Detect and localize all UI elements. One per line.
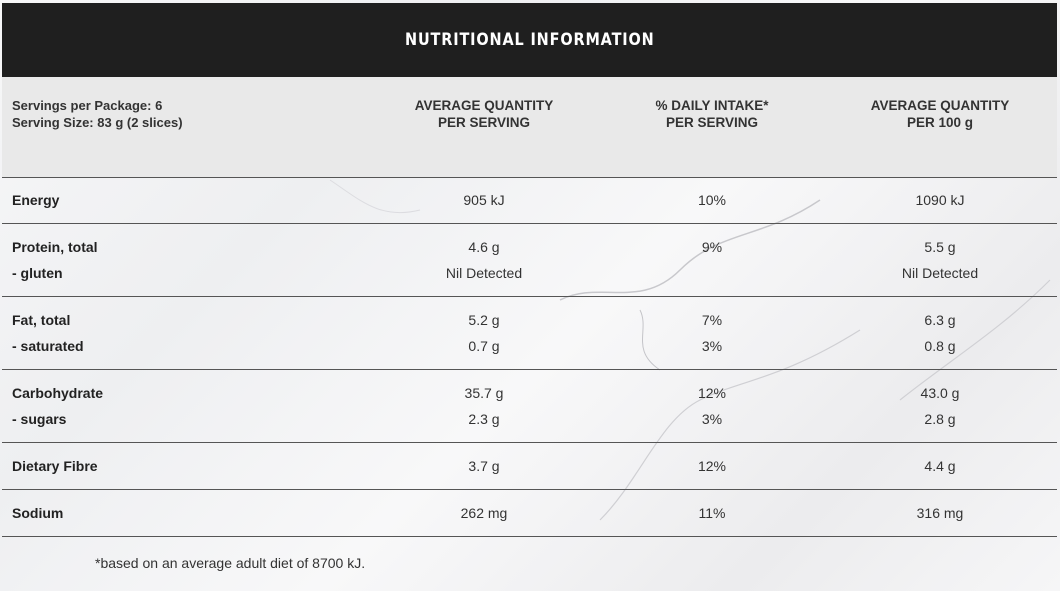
value-daily-intake: 3%	[701, 411, 723, 427]
column-header-band: Servings per Package: 6 Serving Size: 83…	[2, 77, 1057, 178]
nutrient-label: Dietary Fibre	[12, 458, 98, 474]
nutrient-label: Fat, total	[12, 312, 71, 328]
value-daily-intake: 11%	[698, 505, 726, 521]
value-per-100g: 6.3 g	[924, 312, 956, 328]
table-row: Protein, total 4.6 g 9% 5.5 g - gluten Nil De…	[2, 224, 1057, 297]
table-title: NUTRITIONAL INFORMATION	[404, 30, 655, 50]
value-per-serving: 5.2 g	[468, 312, 500, 328]
nutrient-line: Fat, total 5.2 g 7% 6.3 g	[2, 312, 1057, 338]
value-per-100g: Nil Detected	[901, 265, 979, 281]
column-header-line: % DAILY INTAKE*	[655, 98, 769, 113]
value-daily-intake: 7%	[701, 312, 723, 328]
nutrient-label: Carbohydrate	[12, 385, 104, 401]
table-row: Carbohydrate 35.7 g 12% 43.0 g - sugars 2.3 g…	[2, 370, 1057, 443]
value-per-100g: 1090 kJ	[915, 192, 965, 208]
value-daily-intake: 9%	[701, 239, 723, 255]
column-header-daily-intake: % DAILY INTAKE* PER SERVING	[602, 97, 822, 131]
nutrient-line: Dietary Fibre 3.7 g 12% 4.4 g	[2, 458, 1057, 484]
value-per-serving: Nil Detected	[445, 265, 523, 281]
table-row: Fat, total 5.2 g 7% 6.3 g - saturated 0.7 g 3%…	[2, 297, 1057, 370]
value-per-serving: 905 kJ	[463, 192, 505, 208]
column-header-line: PER SERVING	[437, 115, 531, 130]
value-per-serving: 35.7 g	[464, 385, 504, 401]
value-daily-intake: 12%	[697, 458, 727, 474]
column-header-line: PER 100 g	[906, 115, 974, 130]
nutrient-line: - gluten Nil Detected Nil Detected	[2, 265, 1057, 291]
column-header-avg-serving: AVERAGE QUANTITY PER SERVING	[374, 97, 594, 131]
value-per-serving: 4.6 g	[468, 239, 500, 255]
footnote: *based on an average adult diet of 8700 …	[95, 555, 366, 571]
value-per-serving: 2.3 g	[468, 411, 500, 427]
value-per-100g: 316 mg	[916, 505, 964, 521]
nutrient-label: Protein, total	[12, 239, 98, 255]
servings-per-package: Servings per Package: 6	[12, 98, 163, 113]
nutrient-label: - saturated	[12, 338, 84, 354]
serving-info: Servings per Package: 6 Serving Size: 83…	[12, 97, 183, 131]
value-per-serving: 262 mg	[460, 505, 508, 521]
nutrient-line: - saturated 0.7 g 3% 0.8 g	[2, 338, 1057, 364]
table-row: Energy 905 kJ 10% 1090 kJ	[2, 177, 1057, 224]
nutrient-label: Sodium	[12, 505, 64, 521]
value-per-100g: 5.5 g	[924, 239, 956, 255]
value-per-100g: 43.0 g	[920, 385, 960, 401]
column-header-avg-100g: AVERAGE QUANTITY PER 100 g	[830, 97, 1050, 131]
column-header-line: PER SERVING	[665, 115, 759, 130]
nutrient-line: Carbohydrate 35.7 g 12% 43.0 g	[2, 385, 1057, 411]
table-row: Sodium 262 mg 11% 316 mg	[2, 490, 1057, 537]
value-daily-intake: 12%	[697, 385, 727, 401]
value-per-serving: 0.7 g	[468, 338, 500, 354]
table-row: Dietary Fibre 3.7 g 12% 4.4 g	[2, 443, 1057, 490]
nutrient-label: - sugars	[12, 411, 67, 427]
nutrient-line: - sugars 2.3 g 3% 2.8 g	[2, 411, 1057, 437]
value-per-serving: 3.7 g	[468, 458, 500, 474]
column-header-line: AVERAGE QUANTITY	[414, 98, 554, 113]
nutrient-label: - gluten	[12, 265, 63, 281]
value-daily-intake: 10%	[697, 192, 727, 208]
serving-size: Serving Size: 83 g (2 slices)	[12, 115, 183, 130]
value-per-100g: 4.4 g	[924, 458, 956, 474]
nutrient-label: Energy	[12, 192, 60, 208]
nutrient-line: Protein, total 4.6 g 9% 5.5 g	[2, 239, 1057, 265]
nutrient-line: Energy 905 kJ 10% 1090 kJ	[2, 192, 1057, 218]
nutrient-line: Sodium 262 mg 11% 316 mg	[2, 505, 1057, 531]
value-per-100g: 0.8 g	[924, 338, 956, 354]
column-header-line: AVERAGE QUANTITY	[870, 98, 1010, 113]
title-bar: NUTRITIONAL INFORMATION	[2, 3, 1057, 77]
value-daily-intake: 3%	[701, 338, 723, 354]
value-per-100g: 2.8 g	[924, 411, 956, 427]
